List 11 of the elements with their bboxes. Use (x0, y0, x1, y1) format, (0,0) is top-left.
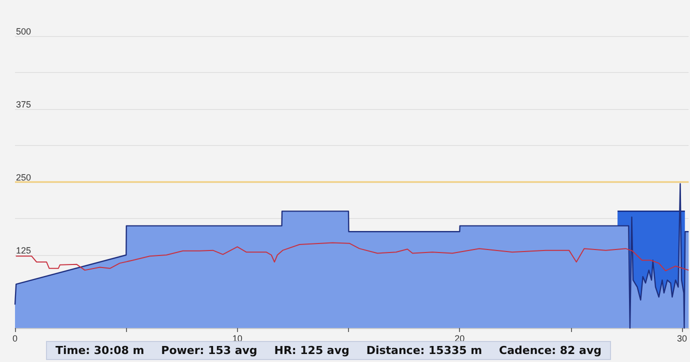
text: Time: 30:08 m (55, 344, 144, 357)
text: HR: 125 avg (274, 344, 350, 357)
y-tick-label: 500 (16, 26, 32, 36)
y-tick-label: 375 (16, 100, 32, 110)
text: Cadence: 82 avg (499, 344, 602, 357)
text: Distance: 15335 m (366, 344, 482, 357)
y-tick-label: 125 (16, 246, 32, 256)
x-tick-label: 0 (12, 334, 18, 344)
text: Power: 153 avg (161, 344, 258, 357)
x-tick-label: 30 (676, 334, 687, 344)
y-tick-label: 250 (16, 172, 32, 182)
